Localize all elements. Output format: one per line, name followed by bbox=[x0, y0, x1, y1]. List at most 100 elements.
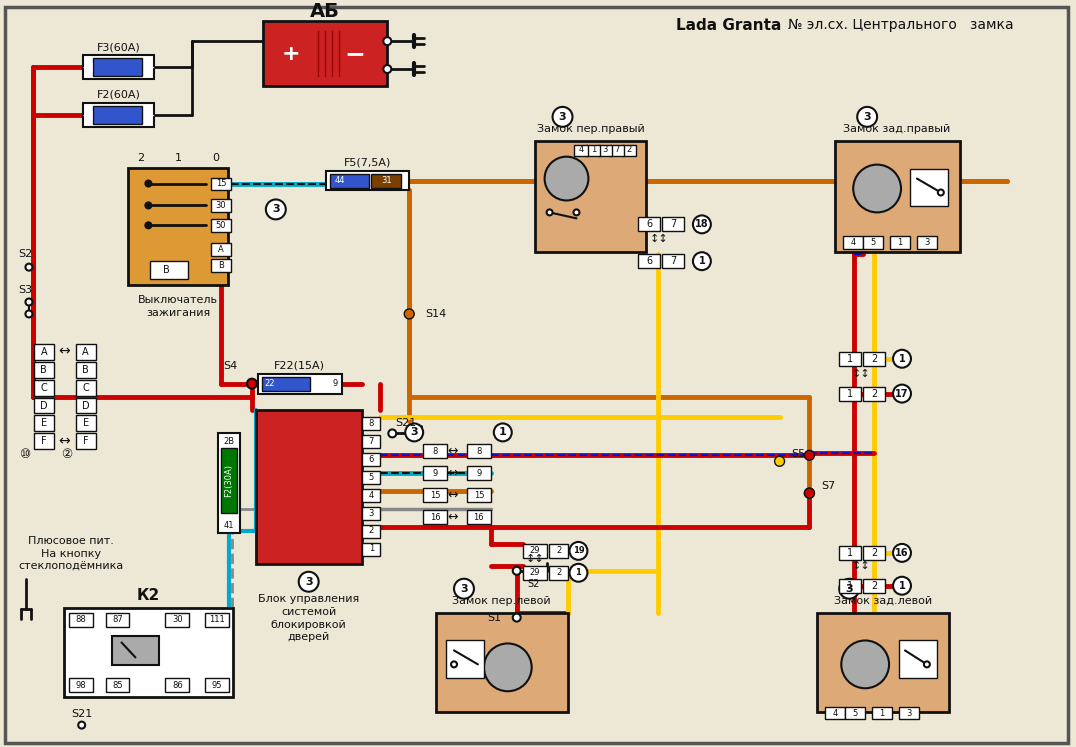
Bar bbox=[863, 352, 886, 366]
Bar bbox=[75, 397, 96, 414]
Text: ↕↕: ↕↕ bbox=[852, 369, 870, 379]
Text: 3: 3 bbox=[863, 112, 870, 122]
Text: E: E bbox=[41, 418, 47, 429]
Bar bbox=[467, 488, 491, 502]
Text: зажигания: зажигания bbox=[146, 308, 211, 318]
Bar bbox=[105, 678, 129, 692]
Text: АБ: АБ bbox=[310, 1, 340, 21]
Circle shape bbox=[805, 488, 815, 498]
Text: Блок управления: Блок управления bbox=[258, 594, 359, 604]
Circle shape bbox=[247, 379, 257, 388]
Circle shape bbox=[513, 613, 521, 622]
Bar bbox=[873, 707, 892, 719]
Text: 7: 7 bbox=[670, 256, 676, 266]
Text: 3: 3 bbox=[369, 509, 374, 518]
Text: 3: 3 bbox=[461, 583, 468, 594]
Bar bbox=[256, 409, 363, 564]
Text: 15: 15 bbox=[216, 179, 226, 188]
Text: ↔: ↔ bbox=[448, 489, 458, 502]
Circle shape bbox=[406, 424, 423, 441]
Text: 7: 7 bbox=[614, 145, 620, 154]
Bar bbox=[549, 544, 568, 558]
Circle shape bbox=[693, 252, 711, 270]
Text: 1: 1 bbox=[174, 152, 182, 163]
Text: 4: 4 bbox=[833, 709, 838, 718]
Bar bbox=[206, 613, 229, 627]
Text: 30: 30 bbox=[172, 615, 183, 624]
Text: ②: ② bbox=[61, 447, 72, 461]
Text: A: A bbox=[41, 347, 47, 357]
Text: 6: 6 bbox=[369, 455, 374, 464]
Circle shape bbox=[853, 164, 901, 212]
Text: стеклоподёмника: стеклоподёмника bbox=[18, 562, 124, 571]
Text: ◁: ◁ bbox=[83, 108, 93, 121]
Text: 6: 6 bbox=[646, 220, 652, 229]
Text: S5: S5 bbox=[792, 449, 806, 459]
Text: 2: 2 bbox=[556, 546, 562, 555]
Bar bbox=[221, 448, 237, 513]
Text: S4: S4 bbox=[223, 361, 237, 371]
Bar bbox=[839, 387, 861, 400]
Text: 2B: 2B bbox=[224, 437, 235, 446]
Bar bbox=[846, 707, 865, 719]
Bar bbox=[835, 140, 960, 252]
Circle shape bbox=[553, 107, 572, 127]
Bar bbox=[34, 362, 54, 378]
Text: 88: 88 bbox=[75, 615, 86, 624]
Bar bbox=[818, 613, 949, 712]
Bar bbox=[447, 640, 484, 678]
Text: F5(7,5А): F5(7,5А) bbox=[343, 158, 391, 167]
Text: F22(15А): F22(15А) bbox=[274, 361, 325, 371]
Text: 16: 16 bbox=[429, 512, 440, 521]
Circle shape bbox=[839, 579, 860, 598]
Circle shape bbox=[805, 488, 815, 498]
Text: ⑩: ⑩ bbox=[19, 447, 30, 461]
Bar bbox=[371, 173, 401, 187]
Text: ↔: ↔ bbox=[448, 510, 458, 524]
Text: A: A bbox=[83, 347, 89, 357]
Bar bbox=[128, 167, 228, 285]
Bar bbox=[34, 344, 54, 360]
Circle shape bbox=[145, 202, 152, 208]
Text: 2: 2 bbox=[369, 527, 374, 536]
Circle shape bbox=[574, 209, 580, 215]
Bar bbox=[863, 387, 886, 400]
Circle shape bbox=[451, 661, 457, 667]
Bar bbox=[839, 546, 861, 560]
Bar bbox=[467, 466, 491, 480]
Bar bbox=[363, 507, 380, 520]
Text: Замок зад.левой: Замок зад.левой bbox=[834, 595, 932, 606]
Text: B: B bbox=[162, 265, 170, 275]
Circle shape bbox=[266, 199, 286, 220]
Text: 22: 22 bbox=[265, 379, 275, 388]
Text: 86: 86 bbox=[172, 681, 183, 689]
Text: 7: 7 bbox=[369, 437, 374, 446]
Text: К2: К2 bbox=[137, 588, 160, 603]
Bar bbox=[900, 707, 919, 719]
Text: 41: 41 bbox=[224, 521, 235, 530]
Bar bbox=[34, 433, 54, 450]
Circle shape bbox=[26, 264, 32, 270]
Text: 15: 15 bbox=[429, 491, 440, 500]
Bar bbox=[363, 471, 380, 484]
Text: 4: 4 bbox=[851, 238, 855, 247]
Bar bbox=[363, 436, 380, 448]
Bar bbox=[363, 543, 380, 556]
Text: F2(60A): F2(60A) bbox=[97, 90, 141, 100]
Text: 98: 98 bbox=[75, 681, 86, 689]
Text: S3: S3 bbox=[18, 285, 32, 295]
Text: B: B bbox=[41, 365, 47, 375]
Text: D: D bbox=[40, 400, 47, 411]
Bar bbox=[261, 376, 310, 391]
Text: 6: 6 bbox=[646, 256, 652, 266]
Text: 1: 1 bbox=[898, 580, 905, 591]
Text: Замок пер.левой: Замок пер.левой bbox=[453, 595, 551, 606]
Circle shape bbox=[544, 157, 589, 200]
Bar bbox=[75, 415, 96, 432]
Text: 2: 2 bbox=[556, 568, 562, 577]
Bar bbox=[166, 613, 189, 627]
Text: 2: 2 bbox=[137, 152, 144, 163]
Circle shape bbox=[388, 430, 396, 438]
Bar bbox=[467, 510, 491, 524]
Text: ↔: ↔ bbox=[448, 444, 458, 458]
